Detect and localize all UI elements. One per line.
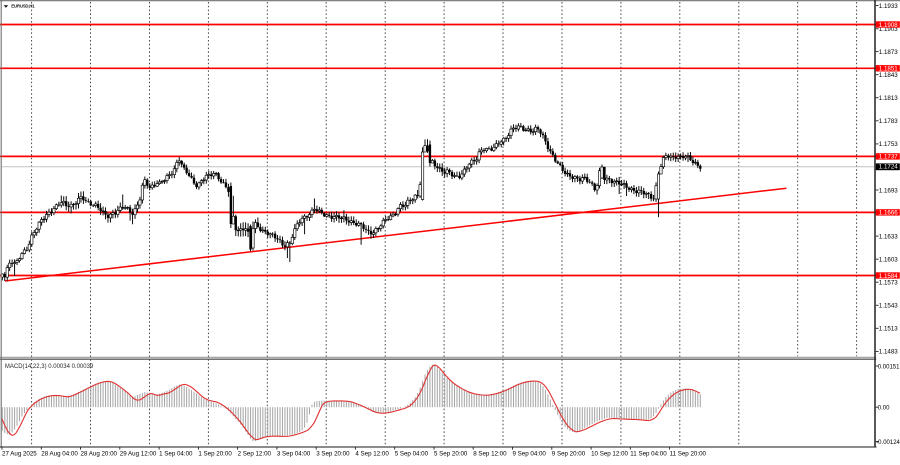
svg-text:1.1873: 1.1873: [879, 49, 898, 56]
svg-text:1 Sep 04:00: 1 Sep 04:00: [159, 450, 193, 457]
svg-text:10 Sep 12:00: 10 Sep 12:00: [591, 450, 628, 457]
svg-text:1.1908: 1.1908: [879, 22, 898, 29]
svg-text:27 Aug 2025: 27 Aug 2025: [2, 450, 37, 457]
svg-text:1.1573: 1.1573: [879, 280, 898, 287]
svg-text:11 Sep 20:00: 11 Sep 20:00: [670, 450, 707, 457]
svg-text:1.1693: 1.1693: [879, 187, 898, 194]
svg-text:0.00151: 0.00151: [878, 364, 900, 370]
svg-text:1.1513: 1.1513: [879, 326, 898, 333]
svg-text:1.1843: 1.1843: [879, 72, 898, 79]
svg-text:1.1813: 1.1813: [879, 95, 898, 102]
svg-text:28 Aug 20:00: 28 Aug 20:00: [81, 450, 118, 457]
svg-text:1.1543: 1.1543: [879, 303, 898, 310]
svg-text:1.1483: 1.1483: [879, 349, 898, 356]
svg-text:1.1851: 1.1851: [879, 66, 898, 73]
svg-text:11 Sep 04:00: 11 Sep 04:00: [630, 450, 667, 457]
svg-text:29 Aug 12:00: 29 Aug 12:00: [120, 450, 157, 457]
svg-text:3 Sep 04:00: 3 Sep 04:00: [277, 450, 311, 457]
svg-text:4 Sep 12:00: 4 Sep 12:00: [355, 450, 389, 457]
svg-text:8 Sep 12:00: 8 Sep 12:00: [473, 450, 507, 457]
svg-text:3 Sep 20:00: 3 Sep 20:00: [316, 450, 350, 457]
svg-text:1.1933: 1.1933: [879, 3, 898, 10]
svg-text:1.1753: 1.1753: [879, 141, 898, 148]
svg-text:9 Sep 04:00: 9 Sep 04:00: [513, 450, 547, 457]
svg-text:1.1737: 1.1737: [879, 154, 898, 161]
svg-text:1.1633: 1.1633: [879, 233, 898, 240]
svg-text:5 Sep 20:00: 5 Sep 20:00: [434, 450, 468, 457]
svg-text:28 Aug 04:00: 28 Aug 04:00: [41, 450, 78, 457]
svg-text:1.1783: 1.1783: [879, 118, 898, 125]
svg-text:1.1903: 1.1903: [879, 26, 898, 33]
svg-text:1.1603: 1.1603: [879, 257, 898, 264]
svg-text:2 Sep 12:00: 2 Sep 12:00: [238, 450, 272, 457]
svg-text:1.1724: 1.1724: [879, 164, 898, 171]
svg-text:1.1666: 1.1666: [879, 210, 898, 217]
svg-text:5 Sep 04:00: 5 Sep 04:00: [395, 450, 429, 457]
svg-text:1.1584: 1.1584: [879, 273, 898, 280]
svg-text:9 Sep 20:00: 9 Sep 20:00: [552, 450, 586, 457]
svg-text:MACD(14,22,3) 0.00034 0.00039: MACD(14,22,3) 0.00034 0.00039: [5, 364, 94, 370]
svg-text:EURUSD,H1: EURUSD,H1: [11, 4, 35, 9]
svg-text:-0.00124: -0.00124: [876, 440, 900, 446]
svg-text:0.00: 0.00: [878, 406, 890, 412]
svg-text:1 Sep 20:00: 1 Sep 20:00: [198, 450, 232, 457]
